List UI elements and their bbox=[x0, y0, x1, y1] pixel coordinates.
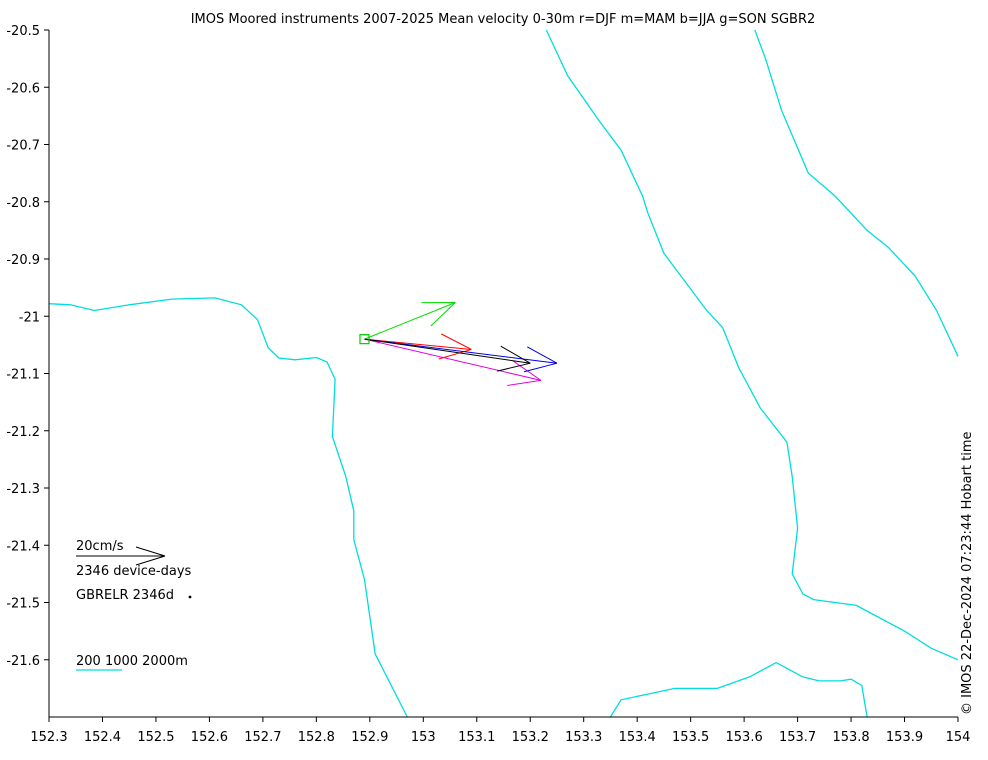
y-tick-label: -20.8 bbox=[6, 196, 40, 211]
arrow-JJA bbox=[364, 338, 558, 373]
x-tick-label: 153.5 bbox=[672, 730, 709, 745]
y-tick-label: -21.2 bbox=[6, 425, 40, 440]
arrow-shaft-annual bbox=[364, 338, 531, 364]
y-tick-label: -21 bbox=[19, 310, 40, 325]
scale-arrow-label: 20cm/s bbox=[76, 539, 124, 554]
station-legend-label: GBRELR 2346d bbox=[76, 588, 174, 603]
x-tick-label: 154 bbox=[946, 730, 971, 745]
x-ticks: 152.3 152.4 152.5 152.6 152.7 152.8 152.9 153 15… bbox=[30, 717, 970, 745]
y-tick-label: -20.6 bbox=[6, 81, 40, 96]
y-ticks: -20.5 -20.6 -20.7 -20.8 -20.9 -21 -21.1 -21.2 -2… bbox=[6, 24, 49, 669]
scale-arrow-head-lower bbox=[135, 555, 166, 566]
x-tick-label: 153.8 bbox=[832, 730, 869, 745]
x-tick-label: 152.4 bbox=[84, 730, 121, 745]
x-tick-label: 152.7 bbox=[244, 730, 281, 745]
x-tick-label: 152.3 bbox=[30, 730, 67, 745]
arrow-MAM bbox=[364, 338, 542, 386]
velocity-arrows bbox=[364, 302, 558, 386]
arrow-SON bbox=[364, 302, 456, 340]
y-tick-label: -20.7 bbox=[6, 139, 40, 154]
y-tick-label: -21.4 bbox=[6, 539, 40, 554]
arrow-head-JJA-1 bbox=[523, 362, 558, 373]
arrow-head-annual-1 bbox=[497, 362, 531, 372]
station-legend-dot bbox=[188, 595, 192, 599]
depth-legend-label: 200 1000 2000m bbox=[76, 654, 188, 669]
bathymetry-contours bbox=[48, 29, 959, 718]
arrow-head-MAM-1 bbox=[507, 379, 542, 386]
x-tick-label: 152.9 bbox=[351, 730, 388, 745]
contour-1000m-1 bbox=[545, 29, 959, 661]
map-title: IMOS Moored instruments 2007-2025 Mean v… bbox=[191, 12, 816, 27]
x-tick-label: 153.2 bbox=[512, 730, 549, 745]
y-tick-label: -20.9 bbox=[6, 253, 40, 268]
x-tick-label: 153 bbox=[411, 730, 436, 745]
watermark: © IMOS 22-Dec-2024 07:23:44 Hobart time bbox=[960, 431, 975, 715]
y-tick-label: -21.6 bbox=[6, 654, 40, 669]
y-tick-label: -21.5 bbox=[6, 597, 40, 612]
x-tick-label: 152.6 bbox=[191, 730, 228, 745]
x-tick-label: 153.9 bbox=[886, 730, 923, 745]
y-tick-label: -21.1 bbox=[6, 368, 40, 383]
arrow-head-DJF-0 bbox=[440, 333, 472, 350]
arrow-shaft-MAM bbox=[364, 338, 542, 381]
arrow-head-SON-1 bbox=[430, 302, 456, 327]
station-marker-group bbox=[359, 334, 370, 345]
device-days-label: 2346 device-days bbox=[76, 564, 192, 579]
scale-arrow-head-upper bbox=[135, 546, 166, 557]
arrow-annual bbox=[364, 338, 531, 372]
x-tick-label: 153.3 bbox=[565, 730, 602, 745]
station-marker bbox=[359, 334, 370, 345]
arrow-shaft-JJA bbox=[364, 338, 558, 364]
y-tick-label: -20.5 bbox=[6, 24, 40, 39]
x-tick-label: 152.5 bbox=[137, 730, 174, 745]
x-tick-label: 153.7 bbox=[779, 730, 816, 745]
arrow-shaft-DJF bbox=[364, 338, 472, 350]
y-tick-label: -21.3 bbox=[6, 482, 40, 497]
arrow-shaft-SON bbox=[364, 302, 456, 340]
x-tick-label: 153.4 bbox=[619, 730, 656, 745]
x-tick-label: 153.6 bbox=[726, 730, 763, 745]
x-tick-label: 152.8 bbox=[298, 730, 335, 745]
contour-200m-3 bbox=[609, 661, 868, 718]
axes bbox=[48, 30, 958, 718]
contour-2000m-2 bbox=[754, 29, 959, 357]
x-tick-label: 153.1 bbox=[458, 730, 495, 745]
legend: 20cm/s 2346 device-days GBRELR 2346d 200… bbox=[76, 539, 192, 671]
arrow-head-annual-0 bbox=[500, 345, 531, 364]
arrow-head-JJA-0 bbox=[526, 346, 558, 364]
contour-200m-0 bbox=[48, 297, 408, 718]
